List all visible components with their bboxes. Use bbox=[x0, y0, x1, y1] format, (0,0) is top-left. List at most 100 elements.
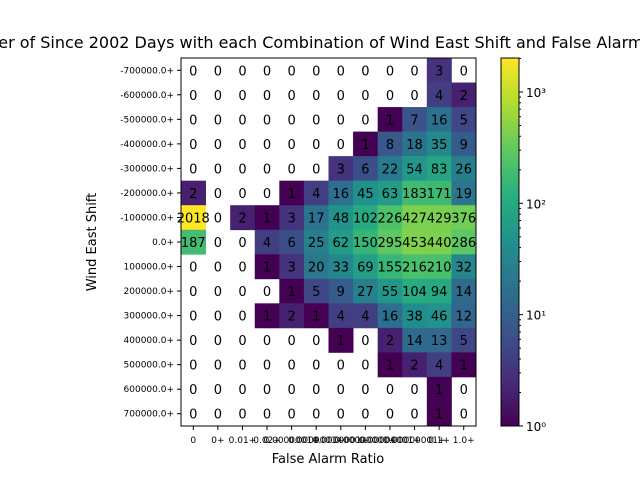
cell-value-label: 9 bbox=[337, 285, 345, 300]
heatmap-cell bbox=[353, 180, 379, 206]
cell-value-label: 0 bbox=[337, 138, 345, 153]
heatmap-cell bbox=[353, 229, 379, 255]
cell-value-label: 1 bbox=[460, 359, 468, 374]
cell-value-label: 0 bbox=[361, 408, 369, 423]
cell-value-label: 0 bbox=[312, 408, 320, 423]
heatmap-cells bbox=[181, 58, 477, 427]
cell-value-label: 0 bbox=[410, 64, 418, 79]
cell-value-label: 0 bbox=[312, 64, 320, 79]
heatmap-cell bbox=[402, 107, 428, 132]
cell-value-label: 27 bbox=[357, 285, 374, 300]
heatmap-cell bbox=[279, 180, 305, 206]
cell-value-label: 0 bbox=[312, 383, 320, 398]
heatmap-cell bbox=[303, 205, 329, 231]
cell-value-label: 0 bbox=[238, 310, 246, 325]
cell-value-label: 0 bbox=[287, 138, 295, 153]
cell-value-label: 440 bbox=[427, 236, 452, 251]
cell-value-label: 0 bbox=[386, 408, 394, 423]
heatmap-cell bbox=[279, 278, 305, 304]
cell-value-label: 83 bbox=[431, 162, 448, 177]
cell-value-label: 0 bbox=[287, 89, 295, 104]
cell-value-label: 0 bbox=[214, 162, 222, 177]
cell-value-label: 0 bbox=[263, 334, 271, 349]
heatmap-cell bbox=[402, 278, 428, 304]
cell-value-label: 2 bbox=[460, 89, 468, 104]
heatmap-cell bbox=[377, 303, 403, 329]
cell-value-label: 0 bbox=[214, 138, 222, 153]
cell-value-label: 0 bbox=[287, 359, 295, 374]
heatmap-cell bbox=[279, 303, 305, 329]
cell-value-label: 429 bbox=[427, 211, 452, 226]
cell-value-label: 2 bbox=[189, 187, 197, 202]
cell-value-label: 33 bbox=[333, 261, 350, 276]
cell-value-label: 54 bbox=[406, 162, 423, 177]
heatmap-cell bbox=[377, 180, 403, 206]
cell-value-label: 0 bbox=[189, 383, 197, 398]
cell-value-label: 104 bbox=[402, 285, 427, 300]
cell-value-label: 3 bbox=[287, 211, 295, 226]
cell-value-label: 48 bbox=[333, 211, 350, 226]
cell-value-label: 0 bbox=[263, 113, 271, 128]
y-tick-label: -100000.0+ bbox=[120, 213, 174, 223]
cell-value-label: 0 bbox=[238, 285, 246, 300]
cell-value-label: 9 bbox=[460, 138, 468, 153]
cell-value-label: 46 bbox=[431, 310, 448, 325]
cell-value-label: 4 bbox=[435, 89, 443, 104]
x-tick-label: 0+ bbox=[211, 436, 224, 446]
cell-value-label: 5 bbox=[460, 113, 468, 128]
cell-value-label: 0 bbox=[263, 187, 271, 202]
heatmap-cell bbox=[426, 401, 452, 427]
cell-value-label: 0 bbox=[337, 89, 345, 104]
cell-value-label: 14 bbox=[406, 334, 423, 349]
cell-value-label: 0 bbox=[214, 187, 222, 202]
cell-value-label: 6 bbox=[361, 162, 369, 177]
heatmap-cell bbox=[254, 254, 280, 280]
cell-value-label: 18 bbox=[406, 138, 423, 153]
cell-value-label: 0 bbox=[238, 113, 246, 128]
heatmap-cell bbox=[254, 205, 280, 231]
cell-value-label: 6 bbox=[287, 236, 295, 251]
cell-value-label: 453 bbox=[402, 236, 427, 251]
x-tick-label: 0.00000001+ bbox=[359, 436, 421, 446]
heatmap-cell bbox=[328, 303, 354, 329]
cell-value-label: 35 bbox=[431, 138, 448, 153]
cell-value-label: 0 bbox=[263, 89, 271, 104]
y-tick-label: -700000.0+ bbox=[120, 66, 174, 76]
cell-value-label: 0 bbox=[460, 64, 468, 79]
heatmap-cell bbox=[426, 205, 452, 231]
heatmap-cell bbox=[426, 352, 452, 378]
cell-value-label: 3 bbox=[287, 261, 295, 276]
heatmap-cell bbox=[451, 303, 477, 329]
colorbar-tick-label: 10⁰ bbox=[526, 420, 546, 434]
cell-value-label: 12 bbox=[455, 310, 472, 325]
cell-value-label: 0 bbox=[287, 162, 295, 177]
heatmap-cell bbox=[303, 229, 329, 255]
cell-value-label: 0 bbox=[312, 89, 320, 104]
cell-value-label: 427 bbox=[402, 211, 427, 226]
cell-value-label: 16 bbox=[382, 310, 399, 325]
heatmap-cell bbox=[377, 107, 403, 132]
cell-value-label: 0 bbox=[287, 383, 295, 398]
cell-value-label: 171 bbox=[427, 187, 452, 202]
cell-value-label: 0 bbox=[189, 138, 197, 153]
heatmap-cell bbox=[303, 278, 329, 304]
cell-value-label: 0 bbox=[214, 113, 222, 128]
cell-value-label: 8 bbox=[386, 138, 394, 153]
x-axis-label: False Alarm Ratio bbox=[272, 452, 385, 467]
heatmap-cell bbox=[402, 352, 428, 378]
cell-value-label: 0 bbox=[410, 89, 418, 104]
y-tick-label: 300000.0+ bbox=[124, 312, 174, 322]
y-tick-label: -300000.0+ bbox=[120, 164, 174, 174]
y-tick-label: -600000.0+ bbox=[120, 91, 174, 101]
cell-value-label: 0 bbox=[214, 64, 222, 79]
cell-value-label: 4 bbox=[337, 310, 345, 325]
heatmap-cell bbox=[230, 205, 256, 231]
cell-value-label: 0 bbox=[214, 236, 222, 251]
cell-value-label: 2 bbox=[410, 359, 418, 374]
heatmap-cell bbox=[377, 229, 403, 255]
cell-value-label: 0 bbox=[263, 138, 271, 153]
heatmap-cell bbox=[377, 352, 403, 378]
cell-value-label: 0 bbox=[238, 162, 246, 177]
heatmap-cell bbox=[402, 131, 428, 157]
cell-value-label: 0 bbox=[337, 383, 345, 398]
